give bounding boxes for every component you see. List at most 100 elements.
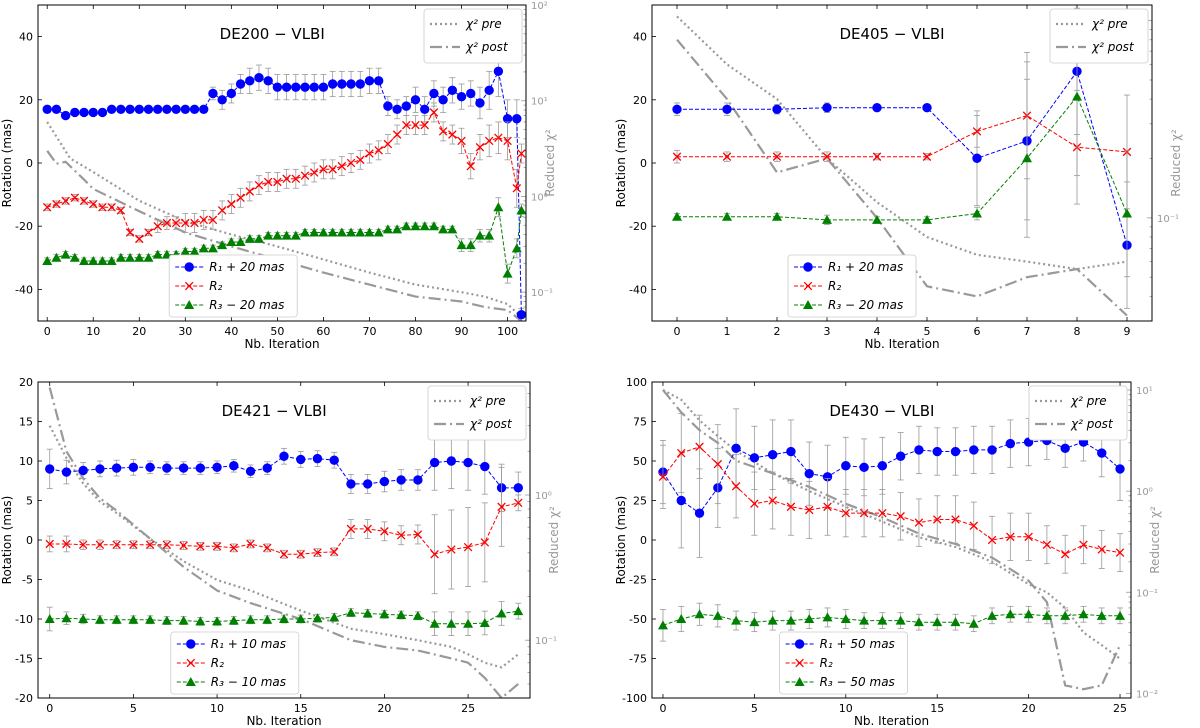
y2-axis-label: Reduced χ² (547, 506, 561, 574)
legend-label: χ² post (1070, 417, 1114, 431)
legend-marker (184, 262, 194, 272)
data-point (878, 508, 887, 518)
data-point (823, 502, 832, 512)
y-tick-label: 40 (633, 31, 647, 44)
data-point (199, 104, 209, 114)
data-point (180, 246, 191, 256)
data-point (245, 614, 256, 624)
data-point (676, 495, 686, 506)
data-point (1060, 549, 1070, 559)
data-point (42, 202, 52, 212)
data-point (479, 617, 490, 627)
x-tick-label: 10 (86, 325, 100, 338)
data-point (44, 614, 55, 623)
data-point (1023, 609, 1034, 619)
legend-chi2 (427, 385, 527, 441)
y-tick-label: 0 (640, 534, 647, 547)
data-point (262, 463, 272, 473)
data-point (672, 211, 682, 221)
legend-marker (186, 658, 196, 668)
data-point (217, 206, 227, 215)
y-tick-label: 20 (633, 94, 647, 107)
data-point (822, 103, 832, 113)
data-point (731, 482, 741, 491)
data-point (171, 104, 181, 114)
data-point (279, 451, 289, 461)
y-tick-label: 0 (26, 534, 33, 547)
data-point (161, 615, 172, 625)
x-tick-label: 40 (224, 325, 238, 338)
data-point (134, 252, 145, 262)
data-point (768, 496, 777, 505)
data-point (262, 614, 273, 624)
data-point (513, 606, 524, 616)
data-point (466, 88, 476, 99)
y-tick-label: 15 (19, 416, 33, 429)
data-point (463, 542, 473, 552)
y2-tick-label: 10¹ (531, 97, 548, 108)
plot-frame (37, 381, 531, 699)
data-point (162, 104, 172, 114)
data-point (474, 230, 485, 240)
data-point (722, 104, 732, 114)
data-point (841, 461, 851, 471)
data-point (932, 515, 942, 524)
data-point (362, 479, 373, 489)
data-point (1115, 610, 1126, 620)
data-point (513, 483, 523, 493)
data-point (383, 139, 393, 149)
data-point (410, 95, 421, 105)
data-point (840, 614, 851, 623)
x-axis-label: Nb. Iteration (854, 714, 929, 728)
data-point (79, 255, 90, 265)
legend-marker (803, 300, 813, 309)
plot-area (672, 7, 1132, 317)
data-point (731, 443, 741, 454)
data-point (872, 152, 882, 161)
data-point (1096, 610, 1107, 620)
data-point (438, 95, 448, 105)
series-line (49, 455, 519, 489)
plot-frame (651, 381, 1132, 699)
chi2-line-post (662, 389, 1122, 691)
data-point (244, 233, 255, 243)
chart-panel-4: 0 5 10 15 20 25 -100 -75 -50 -25 0 25 50 75 100 10⁻² 10⁻… (614, 376, 1162, 728)
data-point (134, 104, 144, 114)
data-point (1115, 464, 1125, 474)
x-tick-label: 7 (1024, 325, 1031, 338)
data-point (281, 230, 292, 240)
data-point (115, 252, 126, 262)
x-tick-label: 0 (46, 702, 53, 715)
y-tick-label: 0 (640, 157, 647, 170)
data-point (987, 610, 998, 620)
data-point (226, 88, 237, 99)
data-point (1041, 610, 1052, 620)
data-point (373, 76, 384, 86)
data-point (514, 498, 523, 508)
x-tick-label: 25 (1113, 702, 1127, 715)
x-tick-label: 2 (774, 325, 781, 338)
data-point (336, 227, 347, 237)
x-tick-label: 20 (132, 325, 146, 338)
x-tick-label: 20 (377, 702, 391, 715)
data-point (712, 610, 723, 620)
data-point (822, 152, 832, 161)
data-point (804, 505, 814, 515)
data-point (69, 252, 80, 262)
series-3 (657, 602, 1126, 642)
y2-axis-label: Reduced χ² (1148, 506, 1162, 574)
data-point (263, 177, 273, 187)
x-tick-label: 1 (724, 325, 731, 338)
data-point (465, 240, 476, 250)
y2-tick-label: 10² (531, 1, 548, 12)
data-point (88, 199, 98, 209)
data-point (190, 218, 199, 228)
data-point (228, 615, 239, 625)
data-point (969, 521, 979, 531)
legend-chi2 (1049, 8, 1149, 64)
data-point (300, 227, 311, 237)
chi2-line-post (676, 38, 1128, 317)
y-tick-label: -20 (15, 220, 33, 233)
data-point (951, 515, 960, 524)
legend-label: R₂ (211, 656, 224, 670)
